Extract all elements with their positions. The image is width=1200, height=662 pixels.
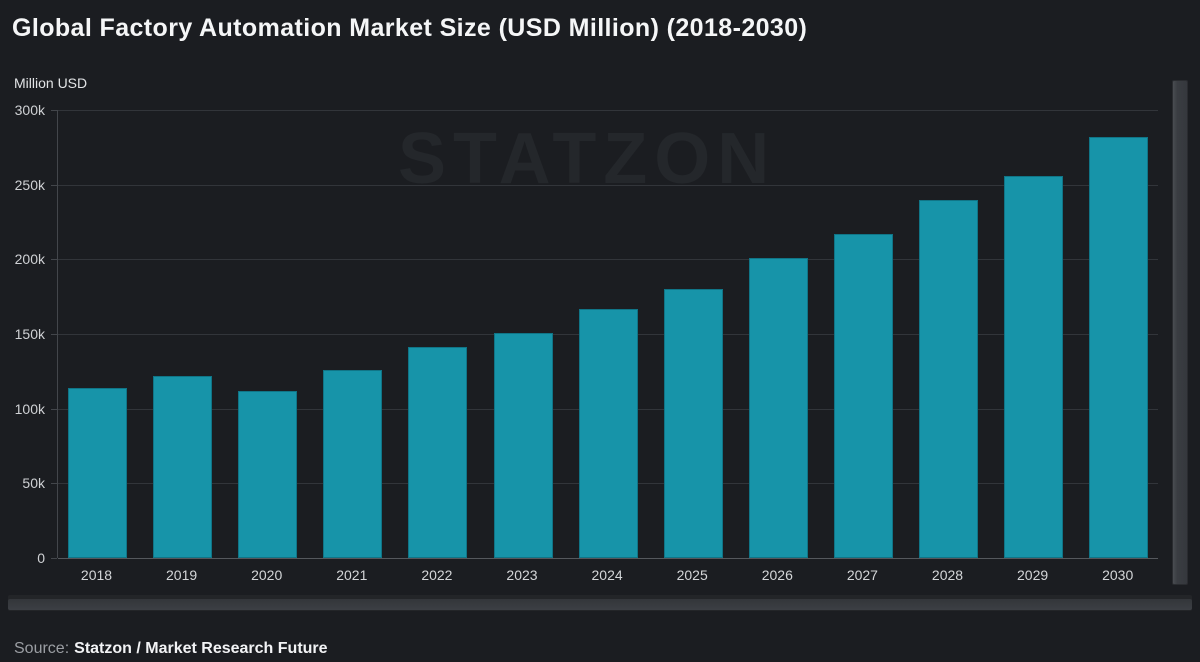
y-tick-mark-100k (51, 408, 57, 410)
gridline-300k (58, 110, 1158, 111)
x-tick-label-2024: 2024 (591, 567, 623, 583)
bar-2030[interactable] (1089, 137, 1149, 558)
x-tick-label-2018: 2018 (80, 567, 113, 583)
x-tick-label-2029: 2029 (1017, 567, 1049, 583)
bar-2025[interactable] (663, 289, 723, 558)
horizontal-zoom-slider-track[interactable] (8, 595, 1192, 611)
gridline-200k (58, 259, 1158, 261)
gridline-250k (58, 184, 1158, 186)
y-tick-label-100k: 100k (14, 400, 45, 417)
statzon-watermark: STATZON (398, 119, 777, 199)
x-tick-label-2030: 2030 (1102, 567, 1134, 583)
bar-2022[interactable] (408, 347, 468, 558)
vertical-zoom-slider[interactable] (1172, 80, 1188, 585)
gridline-0 (58, 558, 1158, 559)
source-line: Source: Statzon / Market Research Future (14, 640, 328, 658)
y-tick-label-0: 0 (37, 550, 45, 566)
bar-2026[interactable] (748, 258, 808, 558)
y-tick-label-250k: 250k (14, 176, 45, 193)
y-tick-label-150k: 150k (14, 326, 45, 342)
x-tick-label-2021: 2021 (336, 567, 368, 583)
x-tick-label-2022: 2022 (421, 567, 453, 583)
source-label: Source: (14, 640, 70, 657)
y-tick-mark-0 (51, 558, 57, 559)
bar-2021[interactable] (323, 370, 383, 558)
horizontal-zoom-slider-thumb[interactable] (8, 599, 1192, 610)
y-tick-mark-50k (51, 483, 57, 485)
y-tick-mark-150k (51, 334, 57, 335)
x-tick-label-2023: 2023 (506, 567, 538, 583)
y-tick-mark-300k (51, 110, 57, 111)
x-tick-label-2025: 2025 (676, 567, 708, 583)
x-tick-label-2019: 2019 (166, 567, 198, 583)
bar-2024[interactable] (578, 309, 638, 558)
y-tick-label-300k: 300k (14, 102, 45, 118)
x-tick-label-2028: 2028 (931, 567, 964, 583)
chart-title: Global Factory Automation Market Size (U… (12, 14, 808, 42)
y-tick-mark-200k (51, 259, 57, 261)
bar-2027[interactable] (833, 234, 893, 558)
plot-area: STATZON (57, 110, 1158, 559)
source-value: Statzon / Market Research Future (74, 640, 328, 657)
x-tick-label-2027: 2027 (846, 567, 878, 583)
x-tick-label-2020: 2020 (251, 567, 283, 583)
bar-2029[interactable] (1004, 176, 1064, 558)
y-axis-unit-label: Million USD (14, 75, 88, 91)
bar-2019[interactable] (153, 376, 213, 558)
bar-2020[interactable] (238, 391, 298, 558)
y-tick-mark-250k (51, 184, 57, 186)
bar-2028[interactable] (919, 200, 978, 558)
y-tick-label-50k: 50k (22, 475, 45, 492)
bar-2018[interactable] (68, 388, 127, 558)
y-tick-label-200k: 200k (14, 251, 45, 268)
x-tick-label-2026: 2026 (761, 567, 793, 583)
bar-2023[interactable] (493, 333, 553, 558)
